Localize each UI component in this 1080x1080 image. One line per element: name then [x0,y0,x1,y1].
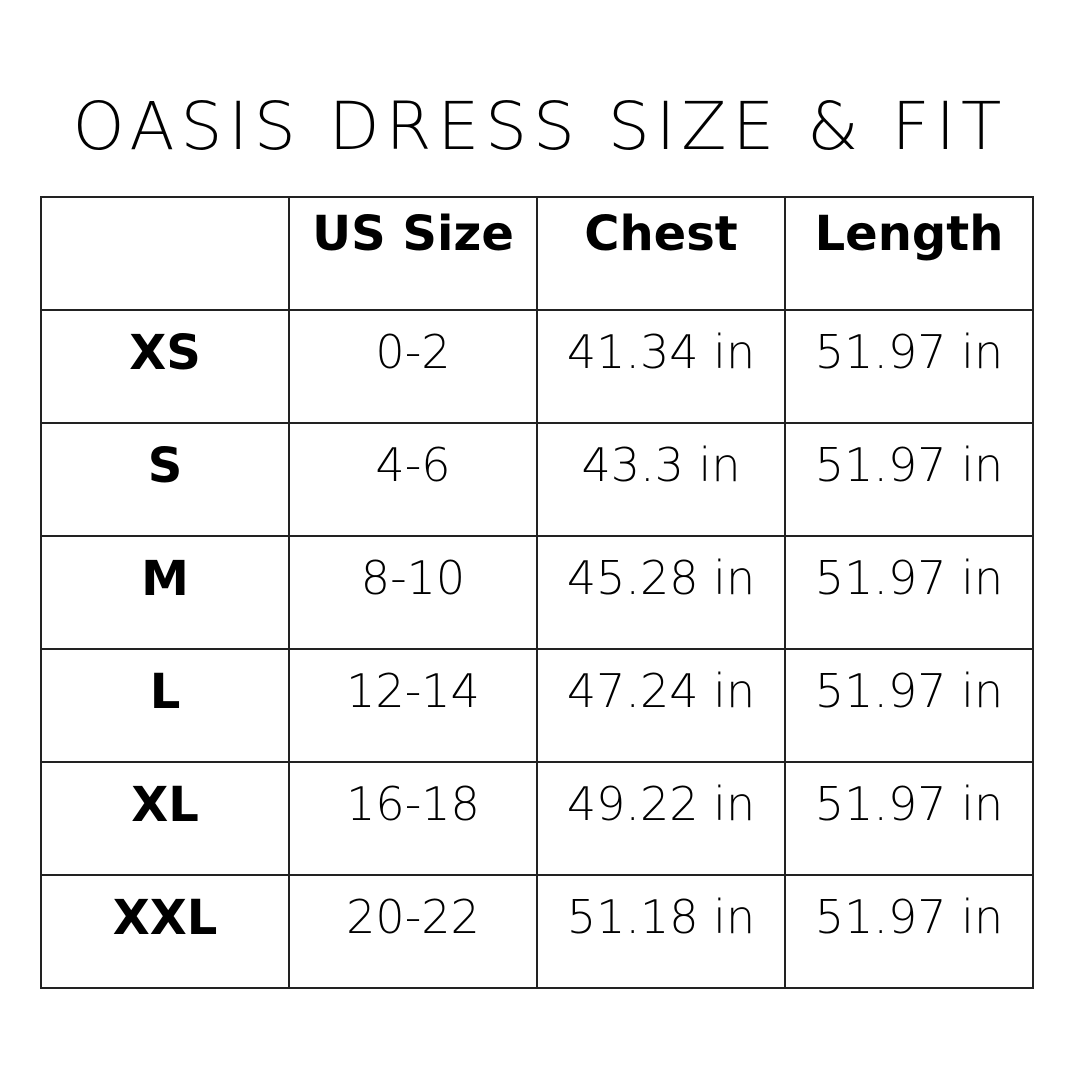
header-row: US Size Chest Length [40,196,1034,311]
size-table: US Size Chest Length XS 0-2 41.34 in 51.97 … [40,196,1034,989]
us-size: 20-22 [288,874,538,989]
length: 51.97 in [784,422,1034,537]
table-row: M 8-10 45.28 in 51.97 in [40,535,1034,650]
table-row: S 4-6 43.3 in 51.97 in [40,422,1034,537]
us-size: 8-10 [288,535,538,650]
table-row: L 12-14 47.24 in 51.97 in [40,648,1034,763]
chest: 45.28 in [536,535,786,650]
us-size: 0-2 [288,309,538,424]
length: 51.97 in [784,648,1034,763]
us-size: 12-14 [288,648,538,763]
chest: 49.22 in [536,761,786,876]
size-label: S [40,422,290,537]
chest: 41.34 in [536,309,786,424]
size-label: XS [40,309,290,424]
header-cell: Chest [536,196,786,311]
chest: 51.18 in [536,874,786,989]
chest: 43.3 in [536,422,786,537]
length: 51.97 in [784,874,1034,989]
size-label: XXL [40,874,290,989]
size-label: M [40,535,290,650]
size-label: XL [40,761,290,876]
header-cell: Length [784,196,1034,311]
length: 51.97 in [784,535,1034,650]
length: 51.97 in [784,761,1034,876]
chest: 47.24 in [536,648,786,763]
table-row: XXL 20-22 51.18 in 51.97 in [40,874,1034,989]
us-size: 16-18 [288,761,538,876]
page-title: OASIS DRESS SIZE & FIT [72,88,1008,165]
header-cell: US Size [288,196,538,311]
us-size: 4-6 [288,422,538,537]
length: 51.97 in [784,309,1034,424]
header-cell [40,196,290,311]
table-row: XL 16-18 49.22 in 51.97 in [40,761,1034,876]
table-row: XS 0-2 41.34 in 51.97 in [40,309,1034,424]
size-label: L [40,648,290,763]
